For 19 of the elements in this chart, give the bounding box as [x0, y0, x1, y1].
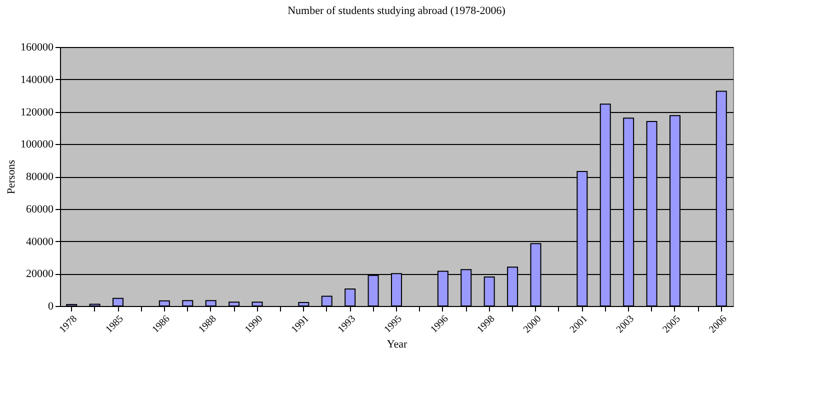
- y-tick-label: 60000: [26, 203, 54, 216]
- y-tick-label: 0: [48, 300, 54, 312]
- x-tick-label: 1998: [475, 314, 498, 336]
- x-tick-label: 1993: [336, 314, 358, 336]
- y-tick-label: 20000: [26, 268, 54, 280]
- y-tick-label: 120000: [20, 106, 54, 118]
- x-axis-title: Year: [386, 338, 408, 351]
- chart-title: Number of students studying abroad (1978-2006): [288, 5, 506, 17]
- y-tick-label: 80000: [26, 171, 54, 183]
- x-tick-label: 1978: [57, 314, 80, 336]
- y-axis-title: Persons: [6, 160, 18, 194]
- x-tick-label: 1991: [290, 314, 312, 336]
- y-tick-label: 40000: [26, 236, 54, 248]
- y-tick-label: 100000: [20, 138, 54, 151]
- y-tick-label: 160000: [20, 42, 54, 54]
- x-tick-label: 1988: [196, 314, 219, 336]
- y-tick-label: 140000: [20, 74, 54, 86]
- x-tick-label: 2001: [568, 314, 590, 336]
- x-tick-label: 1990: [243, 314, 266, 336]
